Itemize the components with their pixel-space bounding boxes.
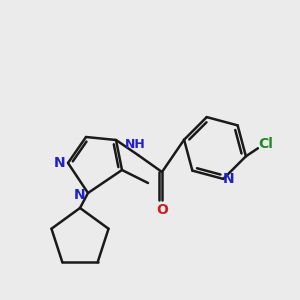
Text: NH: NH	[124, 137, 146, 151]
Text: Cl: Cl	[259, 137, 273, 151]
Text: N: N	[74, 188, 86, 202]
Text: O: O	[156, 203, 168, 217]
Text: N: N	[223, 172, 234, 186]
Text: N: N	[54, 156, 66, 170]
